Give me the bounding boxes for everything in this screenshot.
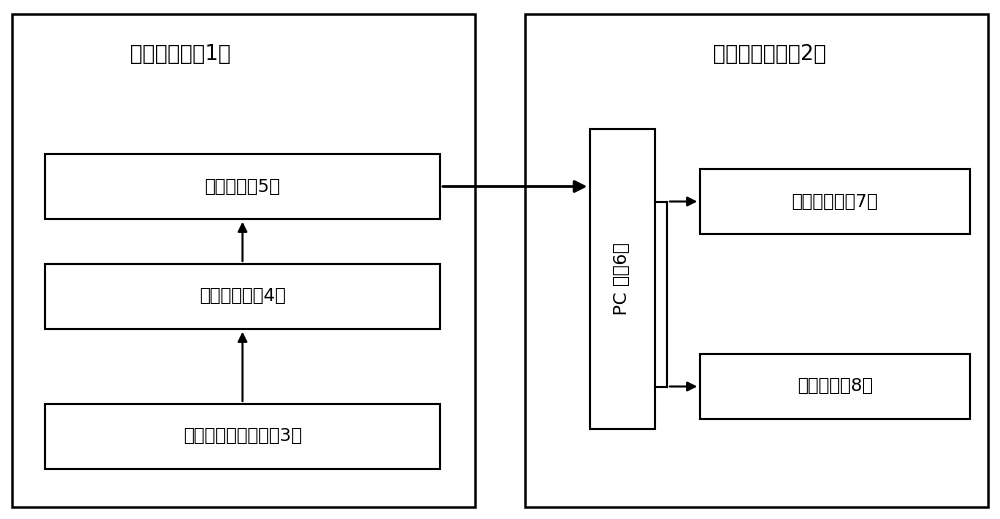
Text: 手持式数据采集器（3）: 手持式数据采集器（3）: [183, 428, 302, 445]
Bar: [45, 154, 440, 219]
Bar: [700, 169, 970, 234]
Text: 物流信息平台（2）: 物流信息平台（2）: [713, 44, 827, 64]
Bar: [45, 404, 440, 469]
Text: PC 机（6）: PC 机（6）: [614, 242, 632, 316]
Text: 输出设备（8）: 输出设备（8）: [797, 377, 873, 395]
Bar: [590, 129, 655, 429]
Text: 设备转换器（4）: 设备转换器（4）: [199, 288, 286, 306]
Text: 数据采集端（1）: 数据采集端（1）: [130, 44, 230, 64]
Text: 微处理器（5）: 微处理器（5）: [205, 177, 280, 196]
Bar: [700, 354, 970, 419]
Bar: [525, 14, 988, 507]
Text: 数据服务器（7）: 数据服务器（7）: [792, 193, 878, 211]
Bar: [45, 264, 440, 329]
Bar: [12, 14, 475, 507]
